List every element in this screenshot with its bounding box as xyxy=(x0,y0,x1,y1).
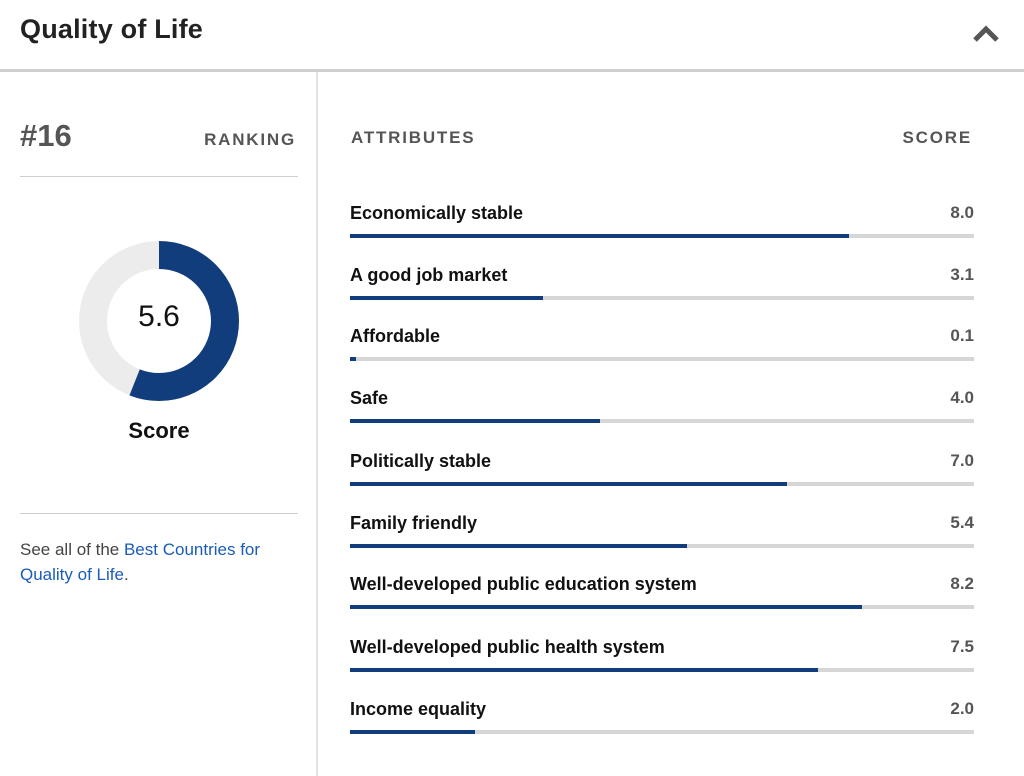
score-bar-fill xyxy=(350,357,357,361)
section-header[interactable]: Quality of Life xyxy=(0,0,1024,72)
score-bar-fill xyxy=(350,419,600,423)
attribute-score: 8.2 xyxy=(950,574,974,593)
attribute-row: Politically stable 7.0 xyxy=(350,451,974,501)
divider xyxy=(20,513,298,514)
score-bar-track xyxy=(350,605,974,609)
attribute-score: 7.0 xyxy=(950,451,974,470)
attribute-row: Well-developed public education system 8… xyxy=(350,574,974,624)
score-column-header: SCORE xyxy=(902,128,972,147)
attribute-row: Safe 4.0 xyxy=(350,388,974,438)
score-bar-track xyxy=(350,668,974,672)
score-bar-track xyxy=(350,730,974,734)
score-bar-fill xyxy=(350,234,850,238)
attribute-score: 0.1 xyxy=(950,326,974,345)
attribute-name: Income equality xyxy=(350,699,487,719)
score-donut-chart xyxy=(79,241,239,401)
attribute-score: 2.0 xyxy=(950,699,974,718)
chevron-up-icon[interactable] xyxy=(972,22,1000,46)
see-all-suffix: . xyxy=(123,565,129,584)
score-bar-fill xyxy=(350,482,787,486)
score-bar-fill xyxy=(350,730,475,734)
ranking-label: RANKING xyxy=(204,130,296,149)
attribute-name: Well-developed public education system xyxy=(350,574,697,594)
donut-fill xyxy=(79,241,239,401)
score-bar-fill xyxy=(350,605,862,609)
attribute-row: Economically stable 8.0 xyxy=(350,203,974,253)
ranking-panel: #16 RANKING 5.6 Score See all of the Bes… xyxy=(0,72,318,776)
attributes-header: ATTRIBUTES xyxy=(351,128,476,147)
score-bar-track xyxy=(350,296,974,300)
see-all-text: See all of the Best Countries for Qualit… xyxy=(20,537,300,587)
attributes-panel: ATTRIBUTES SCORE Economically stable 8.0… xyxy=(318,72,1024,776)
attribute-score: 5.4 xyxy=(950,513,974,532)
attribute-name: A good job market xyxy=(350,265,508,285)
attribute-name: Affordable xyxy=(350,326,440,346)
attribute-name: Economically stable xyxy=(350,203,524,223)
score-value: 5.6 xyxy=(138,300,180,333)
attribute-name: Well-developed public health system xyxy=(350,637,665,657)
score-bar-fill xyxy=(350,668,818,672)
attribute-name: Family friendly xyxy=(350,513,478,533)
score-bar-track xyxy=(350,482,974,486)
score-bar-track xyxy=(350,419,974,423)
score-bar-fill xyxy=(350,296,544,300)
rank-number: #16 xyxy=(20,118,72,153)
attribute-name: Safe xyxy=(350,388,389,408)
attribute-row: Income equality 2.0 xyxy=(350,699,974,749)
divider xyxy=(20,176,298,177)
attribute-score: 3.1 xyxy=(950,265,974,284)
attribute-row: Family friendly 5.4 xyxy=(350,513,974,563)
score-bar-track xyxy=(350,234,974,238)
score-label: Score xyxy=(128,418,190,443)
see-all-prefix: See all of the xyxy=(20,540,124,559)
best-countries-link[interactable]: Best Countries for Quality of Life xyxy=(20,540,261,584)
attribute-row: Affordable 0.1 xyxy=(350,326,974,376)
score-bar-fill xyxy=(350,544,687,548)
attribute-score: 7.5 xyxy=(950,637,974,656)
attribute-score: 8.0 xyxy=(950,203,974,222)
attribute-row: Well-developed public health system 7.5 xyxy=(350,637,974,687)
score-bar-track xyxy=(350,357,974,361)
attribute-score: 4.0 xyxy=(950,388,974,407)
section-title: Quality of Life xyxy=(20,14,204,44)
score-bar-track xyxy=(350,544,974,548)
attribute-row: A good job market 3.1 xyxy=(350,265,974,315)
attribute-name: Politically stable xyxy=(350,451,492,471)
